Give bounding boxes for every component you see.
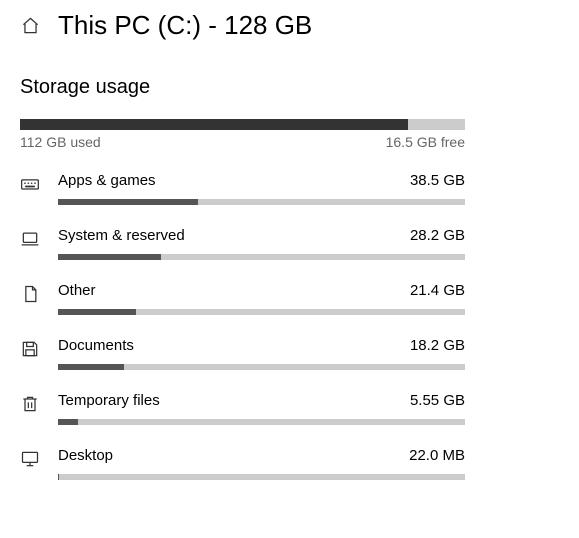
category-row[interactable]: System & reserved 28.2 GB — [20, 227, 465, 260]
monitor-icon — [20, 449, 40, 469]
category-size: 22.0 MB — [409, 447, 465, 464]
free-label: 16.5 GB free — [386, 134, 465, 150]
save-icon — [20, 339, 40, 359]
category-size: 28.2 GB — [410, 227, 465, 244]
category-label: Other — [58, 282, 96, 299]
category-row[interactable]: Temporary files 5.55 GB — [20, 392, 465, 425]
category-label: Documents — [58, 337, 134, 354]
home-icon[interactable] — [20, 16, 40, 36]
overall-storage-bar: 112 GB used 16.5 GB free — [20, 119, 465, 150]
category-row[interactable]: Other 21.4 GB — [20, 282, 465, 315]
page-title: This PC (C:) - 128 GB — [58, 10, 312, 41]
category-label: Apps & games — [58, 172, 156, 189]
category-label: Desktop — [58, 447, 113, 464]
category-size: 38.5 GB — [410, 172, 465, 189]
category-size: 21.4 GB — [410, 282, 465, 299]
category-size: 18.2 GB — [410, 337, 465, 354]
trash-icon — [20, 394, 40, 414]
category-bar — [58, 474, 465, 480]
section-title: Storage usage — [20, 76, 559, 99]
category-row[interactable]: Apps & games 38.5 GB — [20, 172, 465, 205]
category-row[interactable]: Documents 18.2 GB — [20, 337, 465, 370]
category-bar — [58, 419, 465, 425]
keyboard-icon — [20, 174, 40, 194]
laptop-icon — [20, 229, 40, 249]
used-label: 112 GB used — [20, 134, 101, 150]
category-size: 5.55 GB — [410, 392, 465, 409]
category-bar — [58, 364, 465, 370]
category-label: System & reserved — [58, 227, 185, 244]
category-bar — [58, 199, 465, 205]
category-label: Temporary files — [58, 392, 160, 409]
category-bar — [58, 254, 465, 260]
page-icon — [20, 284, 40, 304]
category-row[interactable]: Desktop 22.0 MB — [20, 447, 465, 480]
category-bar — [58, 309, 465, 315]
